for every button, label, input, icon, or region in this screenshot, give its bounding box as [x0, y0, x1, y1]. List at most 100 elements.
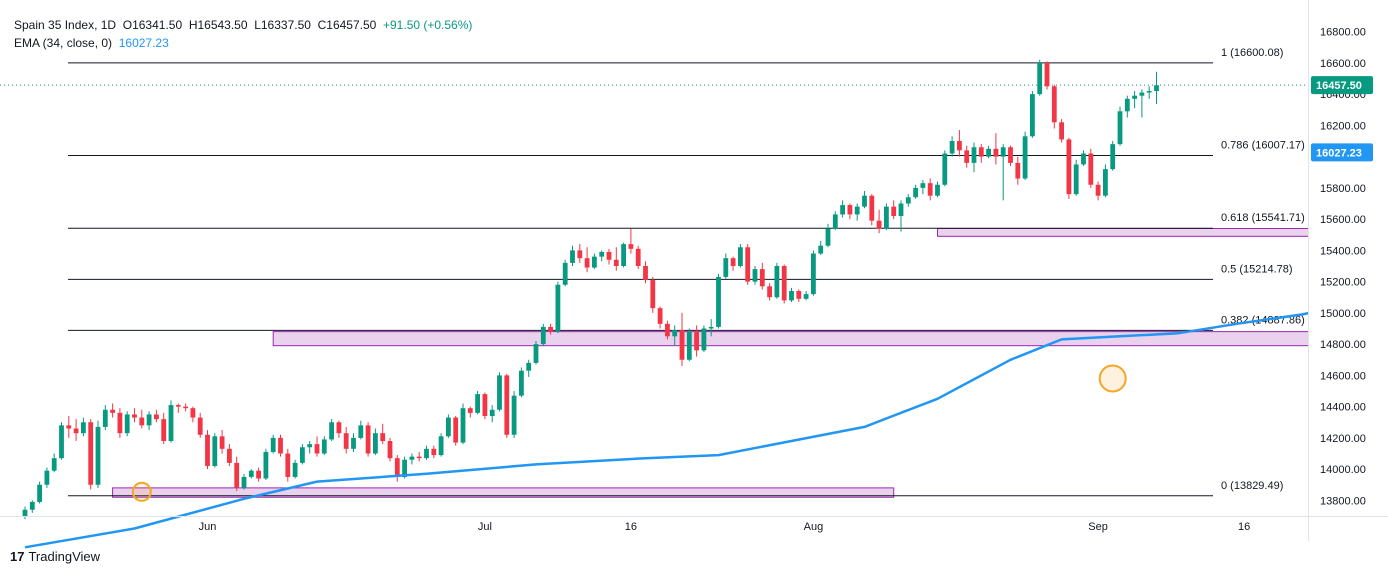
candle-3: [44, 470, 50, 485]
candle-71: [540, 326, 546, 345]
candle-58: [446, 417, 451, 437]
markers-layer: [131, 364, 1127, 502]
candle-84: [635, 248, 641, 266]
candle-15: [132, 414, 137, 418]
candle-96: [723, 258, 729, 277]
candle-132: [986, 148, 991, 157]
candle-136: [1015, 162, 1021, 179]
candle-74: [562, 262, 568, 285]
candle-153: [1139, 92, 1145, 96]
candle-116: [869, 195, 875, 221]
candle-47: [365, 425, 371, 454]
zone-0: [112, 487, 895, 498]
price-tick-14600: 14600.00: [1320, 370, 1366, 382]
chart-legend: Spain 35 Index, 1D O16341.50 H16543.50 L…: [14, 16, 472, 52]
candle-104: [781, 266, 787, 301]
candle-18: [154, 414, 159, 420]
candle-53: [409, 456, 415, 460]
candle-103: [774, 266, 780, 298]
candle-7: [73, 428, 79, 434]
candle-44: [343, 433, 349, 449]
price-tick-14200: 14200.00: [1320, 433, 1366, 445]
candle-39: [307, 444, 313, 448]
price-tick-16200: 16200.00: [1320, 120, 1366, 132]
candle-88: [665, 323, 670, 337]
candle-146: [1088, 153, 1094, 185]
fib-label-1: 0.786 (16007.17): [1221, 140, 1305, 152]
candle-13: [117, 412, 123, 434]
candle-72: [548, 326, 553, 332]
tradingview-brand[interactable]: 17 TradingView: [10, 549, 100, 564]
price-tick-15200: 15200.00: [1320, 277, 1366, 289]
candle-113: [847, 205, 853, 215]
marker-circle-0: [131, 481, 152, 502]
candle-31: [248, 470, 254, 477]
candle-33: [263, 451, 269, 479]
candle-54: [416, 456, 422, 459]
candle-119: [891, 206, 897, 216]
candle-43: [336, 422, 342, 434]
candle-140: [1044, 62, 1050, 87]
candle-32: [256, 470, 261, 479]
legend-symbol[interactable]: Spain 35 Index, 1D: [14, 18, 117, 32]
candle-2: [37, 484, 42, 502]
candle-97: [730, 258, 736, 266]
candle-49: [380, 433, 386, 441]
tradingview-logo-icon: 17: [10, 549, 25, 564]
legend-row-price: Spain 35 Index, 1D O16341.50 H16543.50 L…: [14, 16, 472, 34]
candle-101: [759, 269, 765, 287]
time-axis[interactable]: JunJul16AugSep16Oct16NovDec12: [199, 521, 1388, 533]
candle-17: [146, 414, 152, 426]
candle-93: [701, 328, 707, 351]
candle-40: [314, 444, 320, 454]
time-tick-1: Jul: [478, 521, 492, 533]
candle-29: [234, 462, 240, 488]
candle-85: [643, 266, 648, 281]
candle-123: [920, 183, 926, 188]
candle-81: [613, 259, 619, 266]
candle-10: [95, 426, 101, 485]
candle-86: [650, 280, 656, 309]
candle-23: [190, 408, 196, 418]
fib-label-3: 0.5 (15214.78): [1221, 263, 1293, 275]
candle-83: [628, 244, 634, 249]
candle-80: [606, 251, 612, 260]
candle-150: [1117, 111, 1123, 145]
candle-122: [913, 187, 918, 198]
candle-57: [438, 436, 444, 456]
candle-102: [767, 286, 772, 298]
candle-141: [1051, 86, 1057, 123]
candle-121: [905, 197, 911, 204]
candle-107: [803, 294, 809, 299]
candle-147: [1095, 184, 1101, 196]
price-tick-16800: 16800.00: [1320, 27, 1366, 39]
candle-55: [424, 448, 429, 459]
candle-11: [102, 409, 108, 427]
price-axis[interactable]: 13800.00 14000.00 14200.00 14400.00 14600.00…: [1320, 27, 1366, 508]
candle-82: [621, 244, 626, 266]
last-price-tag: 16457.50: [1316, 80, 1362, 92]
candle-70: [533, 344, 539, 363]
candle-111: [832, 214, 838, 229]
last-price-tag-bg: [1311, 76, 1373, 95]
zone-2: [937, 228, 1388, 237]
candle-89: [672, 330, 678, 337]
legend-row-ema: EMA (34, close, 0) 16027.23: [14, 34, 472, 52]
candle-0: [22, 509, 28, 516]
price-tick-14800: 14800.00: [1320, 339, 1366, 351]
candle-143: [1066, 139, 1072, 195]
price-tick-13800: 13800.00: [1320, 495, 1366, 507]
legend-ema-label[interactable]: EMA (34, close, 0): [14, 36, 113, 50]
candle-22: [183, 406, 188, 409]
candle-25: [205, 434, 210, 466]
candle-5: [59, 425, 64, 459]
candle-76: [577, 250, 583, 259]
candle-117: [876, 220, 882, 229]
candle-120: [898, 203, 904, 216]
candle-34: [270, 437, 276, 452]
time-tick-2: 16: [625, 521, 637, 533]
candle-56: [431, 448, 437, 456]
candle-41: [321, 439, 327, 454]
tradingview-wordmark: TradingView: [28, 549, 101, 564]
